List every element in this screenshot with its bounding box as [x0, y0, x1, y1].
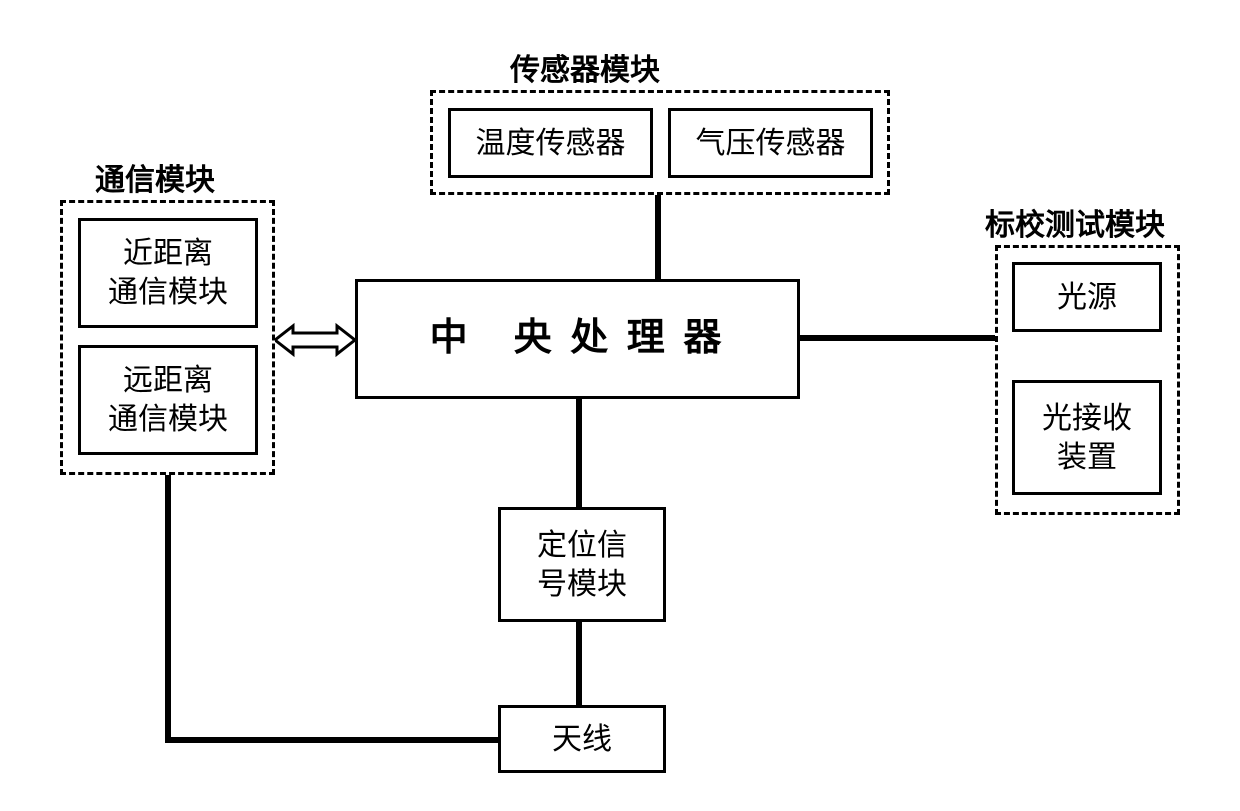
antenna-box: 天线	[498, 705, 666, 773]
light-rx-label: 光接收 装置	[1042, 399, 1132, 477]
edge-comm-cpu-biarrow	[275, 320, 355, 365]
press-sensor-box: 气压传感器	[668, 108, 873, 178]
temp-sensor-box: 温度传感器	[448, 108, 653, 178]
edge-pos-antenna	[576, 622, 582, 705]
calib-group-title: 标校测试模块	[985, 200, 1165, 244]
temp-sensor-label: 温度传感器	[476, 124, 626, 163]
near-comm-box: 近距离 通信模块	[78, 218, 258, 328]
light-rx-box: 光接收 装置	[1012, 380, 1162, 495]
edge-cpu-calib	[800, 335, 995, 341]
edge-cpu-pos	[576, 399, 582, 507]
comm-group-title: 通信模块	[95, 155, 215, 199]
cpu-box: 中 央 处 理 器	[355, 279, 800, 399]
pos-signal-label: 定位信 号模块	[537, 526, 627, 604]
light-src-box: 光源	[1012, 262, 1162, 332]
far-comm-box: 远距离 通信模块	[78, 345, 258, 455]
near-comm-label: 近距离 通信模块	[108, 234, 228, 312]
edge-comm-antenna-h	[165, 737, 498, 743]
pos-signal-box: 定位信 号模块	[498, 507, 666, 622]
cpu-label: 中 央 处 理 器	[430, 314, 726, 363]
sensor-group-title: 传感器模块	[510, 45, 660, 89]
press-sensor-label: 气压传感器	[696, 124, 846, 163]
edge-sensor-cpu	[655, 195, 661, 279]
antenna-label: 天线	[552, 720, 612, 759]
far-comm-label: 远距离 通信模块	[108, 361, 228, 439]
edge-comm-antenna-v	[165, 475, 171, 737]
light-src-label: 光源	[1057, 278, 1117, 317]
